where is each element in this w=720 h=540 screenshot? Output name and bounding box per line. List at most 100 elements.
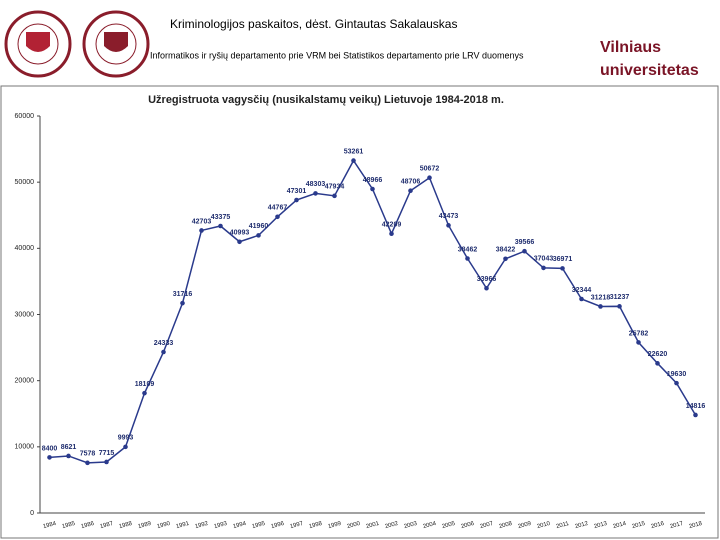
data-point	[104, 459, 109, 465]
x-tick-label: 1987	[99, 521, 114, 530]
data-point	[693, 412, 698, 418]
data-point	[427, 175, 432, 181]
data-point	[389, 231, 394, 237]
data-label: 31218	[591, 294, 611, 301]
data-label: 48303	[306, 181, 326, 188]
x-tick-label: 2004	[422, 521, 437, 530]
brand-line: universitetas	[600, 62, 699, 79]
x-tick-label: 2007	[479, 521, 494, 530]
data-point	[332, 193, 337, 199]
x-tick-label: 2015	[631, 521, 646, 530]
x-tick-label: 1984	[42, 521, 57, 530]
data-label: 25782	[629, 330, 649, 337]
data-label: 39566	[515, 239, 535, 246]
brand-line: Vilniaus	[600, 39, 661, 56]
chart-title: Užregistruota vagysčių (nusikalstamų vei…	[148, 94, 504, 106]
data-point	[674, 380, 679, 386]
data-point	[484, 285, 489, 291]
x-tick-label: 2012	[574, 521, 589, 530]
data-point	[237, 239, 242, 245]
data-point	[275, 214, 280, 220]
x-tick-label: 1992	[194, 521, 209, 530]
data-label: 47934	[325, 184, 345, 191]
data-label: 42703	[192, 218, 212, 225]
x-tick-label: 2009	[517, 521, 532, 530]
y-tick-label: 30000	[15, 311, 35, 318]
data-point	[142, 390, 147, 396]
x-tick-label: 2018	[688, 521, 703, 530]
data-label: 14816	[686, 403, 706, 410]
x-tick-label: 2000	[346, 521, 361, 530]
x-tick-label: 1993	[213, 521, 228, 530]
x-tick-label: 1986	[80, 521, 95, 530]
y-tick-label: 20000	[15, 378, 35, 385]
data-point	[370, 186, 375, 192]
x-tick-label: 2011	[556, 521, 571, 530]
data-label: 43473	[439, 213, 459, 220]
data-point	[85, 460, 90, 466]
data-point	[636, 340, 641, 345]
data-point	[522, 248, 527, 254]
data-label: 38462	[458, 246, 478, 253]
x-tick-label: 2014	[612, 521, 627, 530]
data-label: 22620	[648, 351, 668, 358]
data-label: 40993	[230, 230, 250, 237]
data-label: 38422	[496, 247, 516, 254]
x-tick-label: 2010	[536, 521, 551, 530]
data-label: 8621	[61, 444, 77, 451]
x-tick-label: 2017	[669, 521, 684, 530]
x-tick-label: 1990	[156, 521, 171, 530]
data-label: 37043	[534, 256, 554, 263]
x-tick-label: 1995	[251, 521, 266, 530]
data-point	[465, 256, 470, 261]
data-point	[313, 191, 318, 196]
data-label: 7715	[99, 450, 115, 457]
y-tick-label: 10000	[15, 444, 35, 451]
x-tick-label: 1991	[175, 521, 190, 530]
data-line	[49, 159, 697, 464]
data-label: 31237	[610, 294, 630, 301]
data-label: 41960	[249, 223, 269, 230]
y-tick-label: 0	[30, 510, 34, 517]
data-label: 43375	[211, 214, 231, 221]
x-tick-label: 2001	[365, 521, 380, 530]
data-label: 31716	[173, 291, 193, 298]
data-point	[617, 304, 622, 309]
data-label: 18109	[135, 381, 155, 388]
logo-left	[4, 10, 150, 78]
x-tick-label: 2002	[384, 521, 399, 530]
x-tick-label: 2005	[441, 521, 456, 530]
x-tick-label: 2003	[403, 521, 418, 530]
x-tick-label: 1989	[137, 521, 152, 530]
data-label: 47301	[287, 188, 307, 195]
x-tick-label: 1996	[270, 521, 285, 530]
x-tick-label: 2008	[498, 521, 513, 530]
x-tick-label: 1997	[289, 521, 304, 530]
x-tick-label: 1999	[327, 521, 342, 530]
data-label: 33966	[477, 276, 497, 283]
x-tick-label: 2006	[460, 521, 475, 530]
y-tick-label: 50000	[15, 179, 35, 186]
data-point	[180, 300, 185, 306]
y-tick-label: 40000	[15, 245, 35, 252]
data-label: 44767	[268, 205, 288, 212]
x-tick-label: 1998	[308, 521, 323, 530]
x-tick-label: 1988	[118, 521, 133, 530]
course-title: Kriminologijos paskaitos, dėst. Gintauta…	[170, 17, 457, 31]
x-tick-label: 1994	[232, 521, 247, 530]
data-source: Informatikos ir ryšių departamento prie …	[150, 50, 524, 60]
x-tick-label: 2016	[650, 521, 665, 530]
data-point	[598, 304, 603, 309]
data-label: 36971	[553, 256, 573, 263]
data-label: 24333	[154, 340, 174, 347]
data-point	[503, 256, 508, 262]
chart-frame	[0, 85, 719, 539]
data-label: 19630	[667, 371, 687, 378]
x-tick-label: 2013	[593, 521, 608, 530]
data-label: 7578	[80, 451, 96, 458]
data-label: 8400	[42, 445, 58, 452]
data-point	[579, 296, 584, 302]
data-label: 32344	[572, 287, 592, 294]
data-label: 48706	[401, 179, 421, 186]
